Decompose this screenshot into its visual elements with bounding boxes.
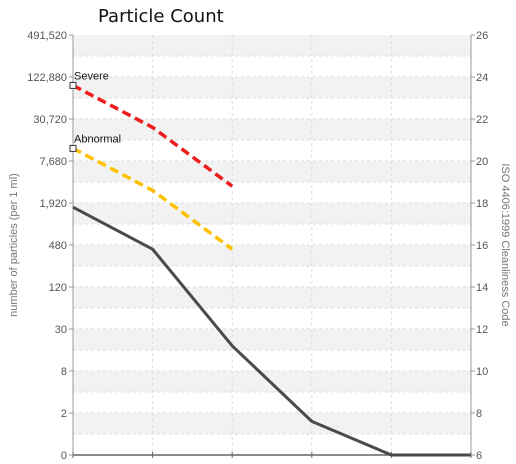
y-tick-label-left: 491,520 [27, 30, 67, 42]
y-tick-label-left: 8 [61, 366, 67, 378]
grid-band [73, 77, 471, 98]
grid-band [73, 35, 471, 56]
y-tick-label-right: 18 [476, 198, 488, 210]
threshold-label-abnormal: Abnormal [74, 133, 121, 145]
y-tick-label-left: 122,880 [27, 72, 67, 84]
y-tick-label-right: 12 [476, 324, 488, 336]
grid-band [73, 371, 471, 392]
y-tick-label-left: 120 [49, 282, 67, 294]
y-tick-label-right: 6 [476, 450, 482, 459]
chart-title: Particle Count [98, 6, 224, 27]
y-tick-label-right: 8 [476, 408, 482, 420]
series-line-abnormal [72, 146, 234, 251]
grid-band [73, 119, 471, 140]
y-tick-label-right: 14 [476, 282, 488, 294]
y-tick-label-left: 1,920 [39, 198, 67, 210]
y-tick-label-left: 30 [55, 324, 67, 336]
y-tick-label-right: 24 [476, 72, 488, 84]
y-tick-label-right: 10 [476, 366, 488, 378]
y-tick-label-right: 26 [476, 30, 488, 42]
grid-band [73, 203, 471, 224]
grid-band [73, 161, 471, 182]
threshold-marker-severe [69, 81, 77, 89]
grid-band [73, 413, 471, 434]
y-axis-title-right: ISO 4406:1999 Cleanliness Code [499, 163, 511, 326]
y-tick-label-left: 7,680 [39, 156, 67, 168]
y-tick-label-left: 480 [49, 240, 67, 252]
series-line-sample [72, 205, 471, 457]
series-line-severe [72, 83, 234, 188]
grid-band [73, 329, 471, 350]
grid-band [73, 287, 471, 308]
y-tick-label-right: 16 [476, 240, 488, 252]
threshold-marker-abnormal [69, 144, 77, 152]
grid-band [73, 245, 471, 266]
y-tick-label-right: 20 [476, 156, 488, 168]
y-tick-label-left: 0 [61, 450, 67, 459]
y-tick-label-right: 22 [476, 114, 488, 126]
threshold-label-severe: Severe [74, 70, 109, 82]
y-tick-label-left: 30,720 [33, 114, 67, 126]
y-tick-label-left: 2 [61, 408, 67, 420]
y-axis-title-left: number of particles (per 1 ml) [8, 173, 20, 317]
